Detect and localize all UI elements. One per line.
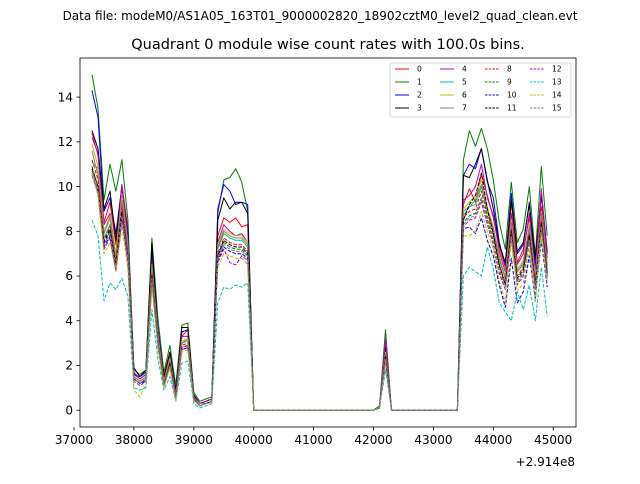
legend-label-9: 9 [507,78,512,87]
legend-label-10: 10 [507,91,517,100]
y-tick-label: 4 [65,314,73,328]
x-axis-offset-label: +2.914e8 [516,455,575,469]
legend-label-3: 3 [417,104,422,113]
y-tick-label: 14 [58,90,73,104]
legend-label-6: 6 [462,91,467,100]
legend-label-15: 15 [552,104,562,113]
legend-label-1: 1 [417,78,422,87]
series-line-14 [91,173,548,411]
x-tick-label: 42000 [354,433,392,447]
y-axis: 0 2 4 6 8 10 12 14 [58,90,80,417]
series-line-8 [91,159,548,411]
x-tick-label: 38000 [115,433,153,447]
legend-label-12: 12 [552,65,562,74]
x-tick-label: 43000 [414,433,452,447]
legend-label-14: 14 [552,91,562,100]
figure-suptitle: Data file: modeM0/AS1A05_163T01_90000028… [63,9,578,23]
x-tick-label: 40000 [235,433,273,447]
legend-label-13: 13 [552,78,562,87]
legend-label-0: 0 [417,65,422,74]
legend-label-2: 2 [417,91,422,100]
x-axis: 37000 38000 39000 40000 41000 42000 43000 44000… [55,427,572,447]
chart-title: Quadrant 0 module wise count rates with … [131,37,525,53]
series-line-15 [91,170,548,411]
y-tick-label: 0 [65,403,73,417]
x-tick-label: 39000 [175,433,213,447]
y-tick-label: 2 [65,359,73,373]
legend-label-11: 11 [507,104,517,113]
legend-label-5: 5 [462,78,467,87]
x-tick-label: 37000 [55,433,93,447]
legend-box [389,62,572,118]
y-tick-label: 12 [58,135,73,149]
y-tick-label: 6 [65,269,73,283]
axes-frame [79,57,577,428]
y-tick-label: 8 [65,225,73,239]
legend-label-4: 4 [462,65,467,74]
y-tick-label: 10 [58,180,73,194]
legend-label-7: 7 [462,104,467,113]
legend-label-8: 8 [507,65,512,74]
x-tick-label: 44000 [474,433,512,447]
x-tick-label: 41000 [295,433,333,447]
x-tick-label: 45000 [534,433,572,447]
series-layer [91,74,548,411]
